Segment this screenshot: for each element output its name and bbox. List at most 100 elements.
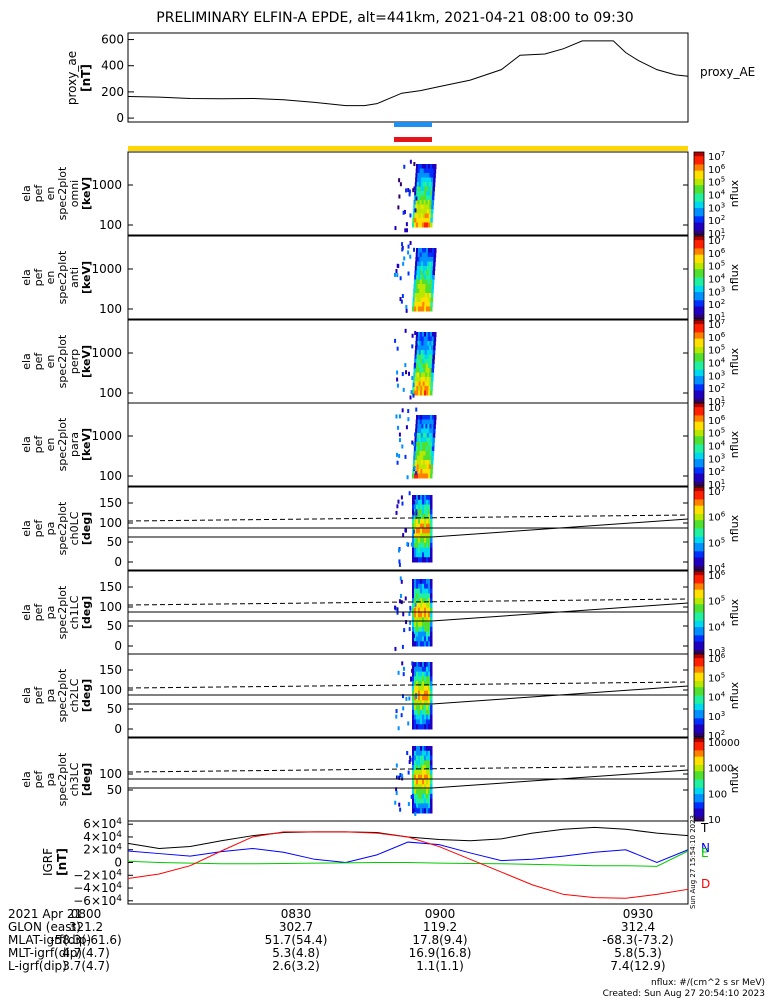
spectrogram-cell — [426, 377, 430, 382]
colorbar-cell — [694, 680, 704, 684]
spectrogram-cell — [426, 499, 429, 506]
spectrogram-cell — [417, 345, 420, 351]
spectrogram-cell — [419, 372, 422, 378]
spectrogram-cell — [418, 714, 421, 720]
spectrogram-cell — [416, 266, 420, 271]
spectrogram-cell — [433, 336, 437, 342]
footer-value: 4.7(4.7) — [62, 946, 110, 960]
spectrogram-cell — [429, 204, 432, 210]
spectrogram-cell — [418, 390, 421, 396]
spectrogram-cell — [412, 779, 415, 785]
colorbar-cell — [694, 201, 704, 205]
spectrogram-cell — [422, 533, 425, 539]
panel-ylabel-line: omni — [68, 180, 81, 207]
colorbar-cell — [694, 411, 704, 414]
spectrogram-cell — [426, 248, 429, 253]
spectrogram-cell — [430, 191, 433, 196]
spectrogram-cell — [426, 469, 429, 474]
colorbar-cell — [694, 438, 704, 441]
spectrogram-cell — [426, 415, 429, 420]
spectrogram-noise — [411, 440, 414, 445]
panel-ytick-label: 100 — [99, 218, 122, 232]
spectrogram-cell — [422, 636, 425, 642]
spectrogram-noise — [405, 305, 408, 310]
spectrogram-cell — [428, 714, 431, 720]
colorbar-cell — [694, 475, 704, 479]
colorbar-cell — [694, 267, 704, 270]
spectrogram-cell — [418, 626, 421, 633]
igrf-side-stamp: Sun Aug 27 15:54:10 2023 — [689, 815, 697, 909]
spectrogram-cell — [417, 173, 420, 178]
spectrogram-cell — [418, 297, 422, 303]
colorbar-cell — [694, 810, 704, 814]
spectrogram-cell — [429, 284, 433, 289]
spectrogram-cell — [422, 332, 425, 337]
colorbar-tick-label: 106 — [708, 652, 726, 665]
spectrogram-noise — [414, 807, 417, 812]
colorbar-cell — [694, 454, 704, 458]
colorbar-cell — [694, 771, 704, 774]
colorbar-cell — [694, 178, 704, 182]
spectrogram-cell — [418, 779, 421, 785]
spectrogram-cell — [424, 433, 428, 438]
spectrogram-cell — [428, 617, 431, 623]
colorbar-cell — [694, 355, 704, 358]
spectrogram-cell — [422, 213, 426, 219]
colorbar-cell — [694, 693, 704, 696]
colorbar-frame — [693, 235, 705, 320]
spectrogram-cell — [412, 390, 415, 396]
spectrogram-noise — [398, 453, 401, 458]
spectrogram-cell — [426, 769, 429, 776]
spectrogram-noise — [408, 696, 411, 701]
spectrogram-cell — [428, 705, 431, 711]
spectrogram-cell — [414, 612, 417, 618]
colorbar-cell — [694, 575, 704, 578]
spectrogram-cell — [416, 607, 419, 613]
spectrogram-cell — [420, 386, 423, 391]
colorbar-cell — [694, 691, 704, 694]
spectrogram-cell — [429, 372, 432, 378]
spectrogram-cell — [426, 779, 429, 785]
spectrogram-cell — [412, 293, 416, 298]
spectrogram-cell — [425, 200, 429, 205]
spectrogram-cell — [418, 473, 421, 479]
spectrogram-cell — [417, 200, 421, 205]
spectrogram-cell — [424, 583, 427, 590]
colorbar-cell — [694, 396, 704, 400]
anti-loss-cone-line — [127, 598, 689, 606]
spectrogram-cell — [426, 270, 429, 276]
colorbar-cell — [694, 156, 704, 159]
panel-ytick-label: 1000 — [91, 429, 122, 443]
colorbar-tick-label: 103 — [708, 285, 725, 298]
spectrogram-cell — [419, 177, 422, 183]
loss-cone-line-rising — [431, 518, 689, 538]
spectrogram-cell — [416, 588, 419, 594]
spectrogram-cell — [428, 779, 431, 785]
spectrogram-cell — [420, 381, 424, 387]
spectrogram-cell — [424, 798, 427, 804]
spectrogram-cell — [428, 789, 431, 795]
spectrogram-cell — [424, 557, 427, 563]
spectrogram-noise — [412, 714, 415, 719]
spectrogram-cell — [414, 789, 417, 795]
spectrogram-cell — [422, 622, 425, 628]
panel-ylabel-line: [deg] — [80, 763, 93, 796]
spectrogram-cell — [426, 209, 430, 214]
spectrogram-cell — [430, 213, 434, 219]
spectrogram-cell — [412, 636, 415, 642]
spectrogram-cell — [416, 631, 419, 637]
spectrogram-cell — [416, 719, 419, 725]
spectrogram-cell — [426, 222, 429, 228]
colorbar-cell — [694, 635, 704, 638]
spectrogram-noise — [401, 694, 404, 699]
spectrogram-cell — [430, 495, 433, 501]
igrf-line-T — [127, 826, 689, 849]
spectrogram-cell — [412, 769, 415, 776]
loss-cone-line-rising — [431, 602, 689, 622]
spectrogram-cell — [414, 528, 417, 534]
spectrogram-cell — [434, 332, 437, 337]
spectrogram-cell — [426, 218, 429, 223]
spectrogram-noise — [404, 228, 407, 233]
spectrogram-cell — [418, 765, 421, 771]
spectrogram-cell — [429, 261, 432, 267]
